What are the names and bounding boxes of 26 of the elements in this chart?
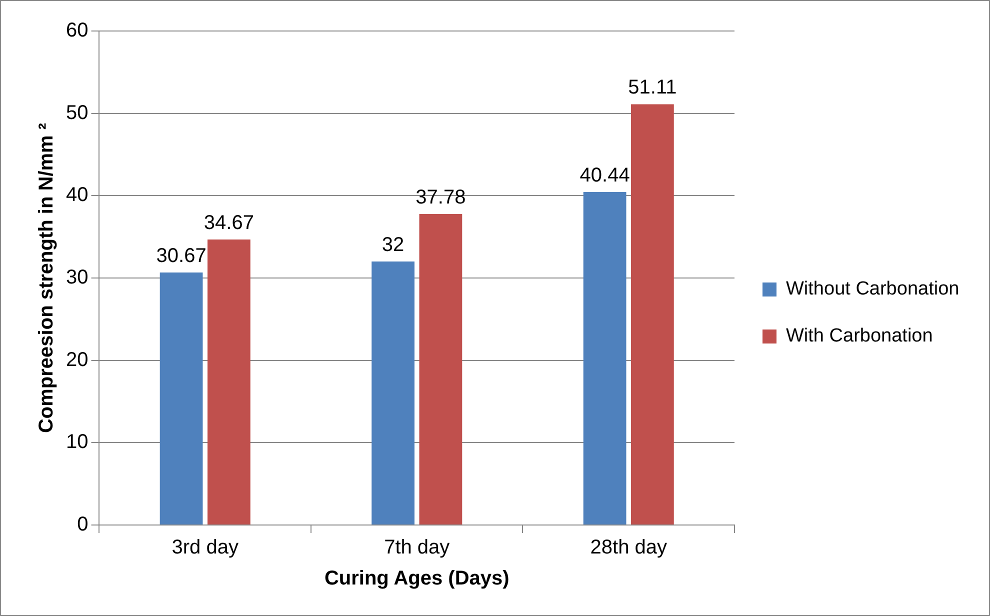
y-tick-label: 0	[77, 514, 88, 536]
x-tick-label: 7th day	[384, 536, 450, 559]
bar	[160, 272, 203, 524]
x-axis-title: Curing Ages (Days)	[324, 568, 510, 590]
bar	[583, 192, 626, 524]
data-label: 37.78	[416, 186, 466, 208]
data-label: 32	[382, 234, 404, 256]
y-tick-label: 40	[66, 184, 88, 206]
data-label: 40.44	[580, 164, 630, 187]
x-tick-label: 3rd day	[172, 536, 238, 559]
bar	[419, 214, 462, 524]
legend-label: With Carbonation	[786, 326, 933, 347]
bar	[372, 262, 414, 524]
data-label: 34.67	[204, 212, 254, 234]
legend-label: Without Carbonation	[786, 278, 960, 300]
bar	[631, 104, 674, 524]
y-tick-label: 20	[66, 348, 88, 371]
y-tick-label: 60	[66, 20, 88, 42]
x-tick-label: 28th day	[590, 536, 667, 559]
bar	[208, 240, 250, 524]
y-tick-label: 50	[66, 102, 88, 124]
y-axis-title: Compreesion strength in N/mm ²	[36, 122, 58, 434]
data-label: 30.67	[156, 245, 206, 267]
y-tick-label: 30	[66, 266, 88, 289]
data-label: 51.11	[628, 76, 677, 99]
y-tick-label: 10	[66, 431, 88, 454]
